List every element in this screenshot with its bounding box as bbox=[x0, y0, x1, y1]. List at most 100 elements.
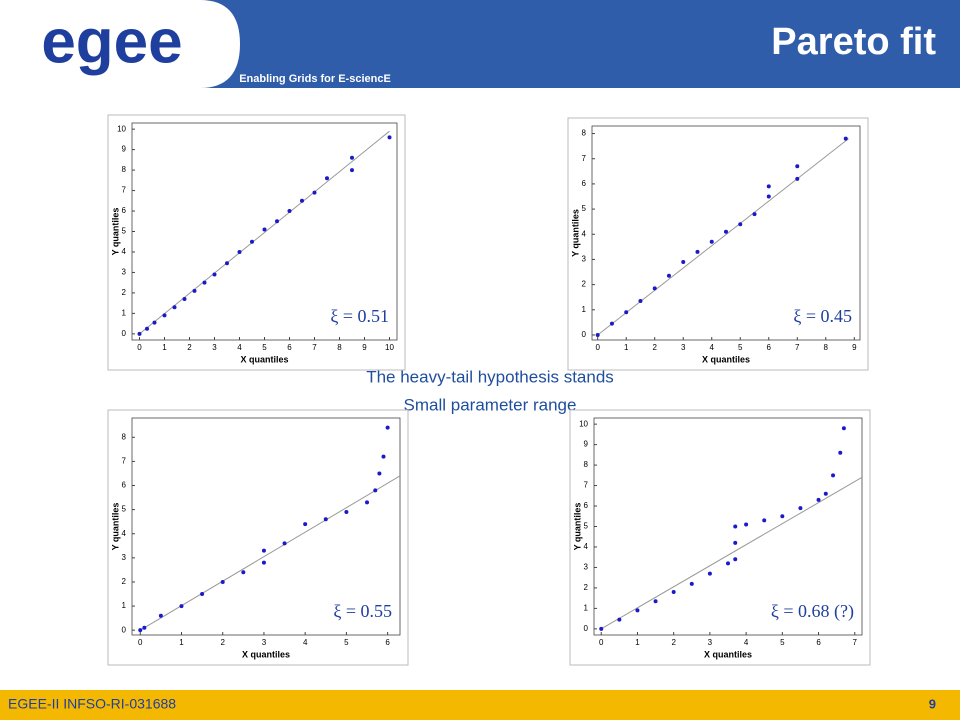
point bbox=[762, 518, 767, 523]
chart: 0 1 2 3 4 5 6 7 8 9 0 1 2 3 4 5 6 7 8 X quantiles Y quantile… bbox=[567, 117, 869, 371]
x-tick-label: 2 bbox=[220, 638, 225, 647]
point bbox=[726, 561, 730, 566]
point bbox=[795, 176, 800, 181]
x-tick-label: 9 bbox=[362, 343, 367, 352]
point bbox=[303, 522, 308, 527]
y-tick-label: 8 bbox=[584, 460, 589, 469]
point bbox=[653, 599, 658, 604]
y-tick-label: 2 bbox=[582, 280, 587, 289]
y-tick-label: 4 bbox=[582, 229, 587, 238]
point bbox=[733, 557, 738, 562]
point bbox=[158, 613, 163, 618]
x-tick-label: 7 bbox=[795, 343, 800, 352]
reference-line bbox=[139, 475, 401, 631]
point bbox=[707, 571, 712, 576]
y-tick-label: 0 bbox=[122, 625, 127, 634]
x-tick-label: 7 bbox=[853, 638, 858, 647]
point bbox=[152, 320, 157, 325]
point bbox=[365, 500, 370, 505]
y-tick-label: 5 bbox=[584, 522, 589, 531]
point bbox=[795, 164, 800, 169]
point bbox=[300, 198, 304, 203]
point bbox=[323, 517, 328, 522]
note: Small parameter range bbox=[404, 395, 577, 414]
y-tick-label: 10 bbox=[117, 124, 126, 133]
panel bbox=[107, 409, 409, 666]
y-tick-label: 7 bbox=[584, 481, 589, 490]
y-tick-label: 3 bbox=[122, 268, 127, 277]
y-tick-label: 1 bbox=[122, 601, 127, 610]
x-axis-label: X quantiles bbox=[240, 354, 288, 364]
y-tick-label: 0 bbox=[122, 329, 127, 338]
y-tick-label: 7 bbox=[122, 457, 127, 466]
point bbox=[831, 473, 836, 478]
x-tick-label: 6 bbox=[287, 343, 292, 352]
point bbox=[142, 625, 147, 630]
x-tick-label: 3 bbox=[262, 638, 267, 647]
x-tick-label: 3 bbox=[681, 343, 686, 352]
y-tick-label: 1 bbox=[584, 603, 589, 612]
x-tick-label: 2 bbox=[187, 343, 192, 352]
plot-area bbox=[591, 125, 861, 341]
y-tick-label: 4 bbox=[122, 529, 127, 538]
point bbox=[738, 222, 743, 227]
chart: 0 1 2 3 4 5 6 7 8 9 10 0 1 2 3 4 5 6 7 8 9 10 X quantiles Y qua… bbox=[107, 114, 406, 371]
point bbox=[237, 249, 242, 254]
y-axis-label: Y quantiles bbox=[572, 503, 582, 551]
x-tick-label: 6 bbox=[385, 638, 390, 647]
point bbox=[137, 331, 142, 336]
y-tick-label: 2 bbox=[122, 288, 127, 297]
x-tick-label: 0 bbox=[137, 343, 142, 352]
point bbox=[377, 471, 382, 476]
x-tick-label: 0 bbox=[138, 638, 143, 647]
point bbox=[733, 524, 738, 529]
tagline: Enabling Grids for E-sciencE bbox=[239, 73, 391, 85]
x-tick-label: 2 bbox=[671, 638, 676, 647]
x-tick-label: 0 bbox=[599, 638, 604, 647]
point bbox=[841, 426, 846, 431]
x-tick-label: 5 bbox=[738, 343, 743, 352]
x-tick-label: 3 bbox=[708, 638, 713, 647]
x-tick-label: 4 bbox=[710, 343, 715, 352]
y-tick-label: 6 bbox=[584, 501, 589, 510]
point bbox=[652, 286, 657, 291]
point bbox=[695, 249, 700, 254]
y-tick-label: 2 bbox=[122, 577, 127, 586]
point bbox=[138, 628, 143, 633]
y-tick-label: 8 bbox=[122, 165, 127, 174]
point bbox=[192, 288, 197, 293]
point bbox=[671, 590, 676, 595]
point bbox=[212, 272, 217, 277]
slide-title: Pareto fit bbox=[771, 21, 936, 63]
point bbox=[381, 454, 386, 459]
point bbox=[225, 261, 229, 266]
point bbox=[609, 321, 614, 326]
annotation: ξ = 0.51 bbox=[330, 306, 389, 326]
panel bbox=[569, 409, 871, 666]
y-tick-label: 8 bbox=[582, 129, 587, 138]
x-tick-label: 5 bbox=[344, 638, 349, 647]
annotation: ξ = 0.68 (?) bbox=[771, 601, 854, 622]
chart: 0 1 2 3 4 5 6 7 0 1 2 3 4 5 6 7 8 9 10 X quantiles Y quantil… bbox=[569, 409, 871, 666]
x-axis-label: X quantiles bbox=[702, 354, 750, 364]
y-tick-label: 3 bbox=[582, 255, 587, 264]
point bbox=[162, 313, 167, 318]
y-tick-label: 8 bbox=[122, 432, 127, 441]
point bbox=[681, 259, 686, 264]
logo: egee bbox=[41, 7, 182, 76]
y-tick-label: 3 bbox=[584, 563, 589, 572]
point bbox=[709, 239, 714, 244]
point bbox=[350, 155, 354, 160]
panel bbox=[567, 117, 869, 371]
y-tick-label: 6 bbox=[582, 179, 587, 188]
x-tick-label: 9 bbox=[852, 343, 857, 352]
x-tick-label: 2 bbox=[652, 343, 657, 352]
footer-text: EGEE-II INFSO-RI-031688 bbox=[8, 696, 176, 712]
point bbox=[282, 541, 287, 546]
y-tick-label: 9 bbox=[122, 145, 127, 154]
point bbox=[344, 510, 349, 515]
y-tick-label: 0 bbox=[584, 624, 589, 633]
y-tick-label: 4 bbox=[122, 247, 127, 256]
y-tick-label: 7 bbox=[582, 154, 587, 163]
x-tick-label: 10 bbox=[385, 343, 394, 352]
